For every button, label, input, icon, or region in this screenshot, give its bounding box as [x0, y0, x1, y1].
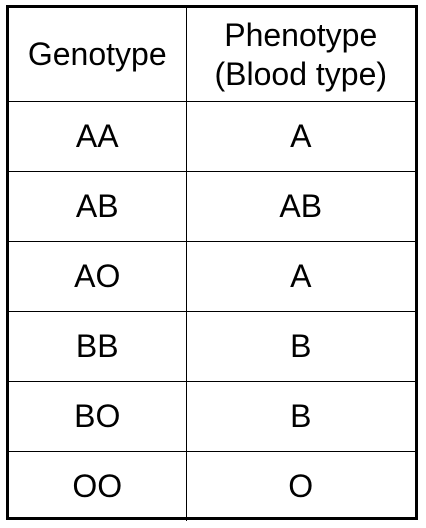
genotype-cell: AA — [9, 101, 187, 172]
phenotype-header: Phenotype (Blood type) — [186, 8, 415, 102]
phenotype-cell: B — [186, 311, 415, 382]
phenotype-cell: O — [186, 451, 415, 521]
table-row: BO B — [9, 381, 415, 452]
table-row: AO A — [9, 241, 415, 312]
genotype-cell: OO — [9, 451, 187, 521]
genotype-cell: AO — [9, 241, 187, 312]
phenotype-header-line2: (Blood type) — [214, 55, 388, 92]
phenotype-cell: B — [186, 381, 415, 452]
genotype-cell: BB — [9, 311, 187, 382]
phenotype-cell: A — [186, 241, 415, 312]
genotype-cell: AB — [9, 171, 187, 242]
table-row: AB AB — [9, 171, 415, 242]
table-row: BB B — [9, 311, 415, 382]
table-header-row: Genotype Phenotype (Blood type) — [9, 8, 415, 102]
genotype-header: Genotype — [9, 8, 187, 102]
phenotype-cell: AB — [186, 171, 415, 242]
table-row: AA A — [9, 101, 415, 172]
genotype-cell: BO — [9, 381, 187, 452]
phenotype-header-line1: Phenotype — [224, 17, 378, 54]
table-row: OO O — [9, 451, 415, 521]
blood-type-table: Genotype Phenotype (Blood type) AA A AB … — [9, 8, 415, 521]
blood-type-table-frame: Genotype Phenotype (Blood type) AA A AB … — [6, 5, 418, 521]
phenotype-cell: A — [290, 118, 312, 155]
